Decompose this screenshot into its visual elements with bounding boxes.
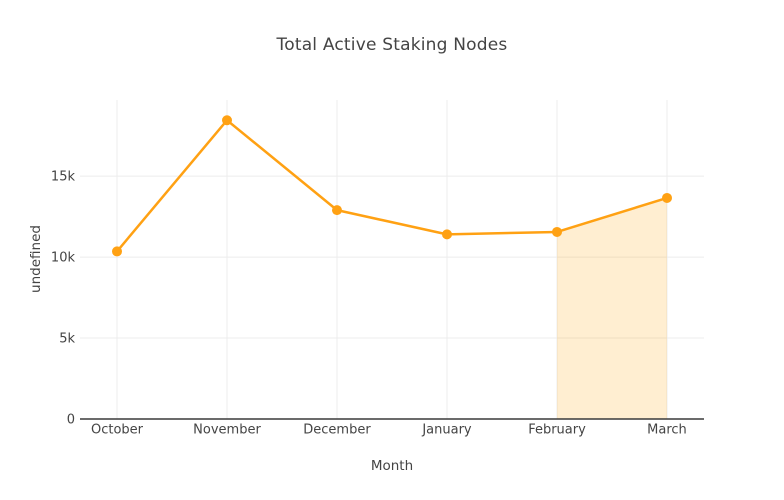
series-line	[115, 118, 669, 253]
x-tick-label: November	[193, 423, 261, 438]
y-tick-label: 10k	[51, 251, 76, 266]
y-tick-label: 0	[67, 413, 75, 428]
data-point-november[interactable]	[222, 115, 232, 126]
x-tick-label: December	[303, 423, 371, 438]
y-tick-label: 15k	[51, 170, 76, 185]
data-point-march[interactable]	[662, 192, 672, 203]
x-tick-label: February	[528, 423, 586, 438]
highlight-area	[557, 197, 667, 419]
chart-title: Total Active Staking Nodes	[276, 35, 508, 55]
x-axis-title: Month	[370, 458, 414, 474]
x-tick-label: March	[647, 423, 687, 438]
y-tick-label: 5k	[59, 332, 75, 347]
y-axis-title: undefined	[28, 225, 44, 293]
x-tick-label: January	[421, 423, 472, 438]
data-point-january[interactable]	[442, 229, 452, 240]
data-point-december[interactable]	[332, 205, 342, 216]
data-point-february[interactable]	[552, 226, 562, 237]
x-tick-label: October	[91, 423, 144, 438]
data-point-october[interactable]	[112, 246, 122, 257]
